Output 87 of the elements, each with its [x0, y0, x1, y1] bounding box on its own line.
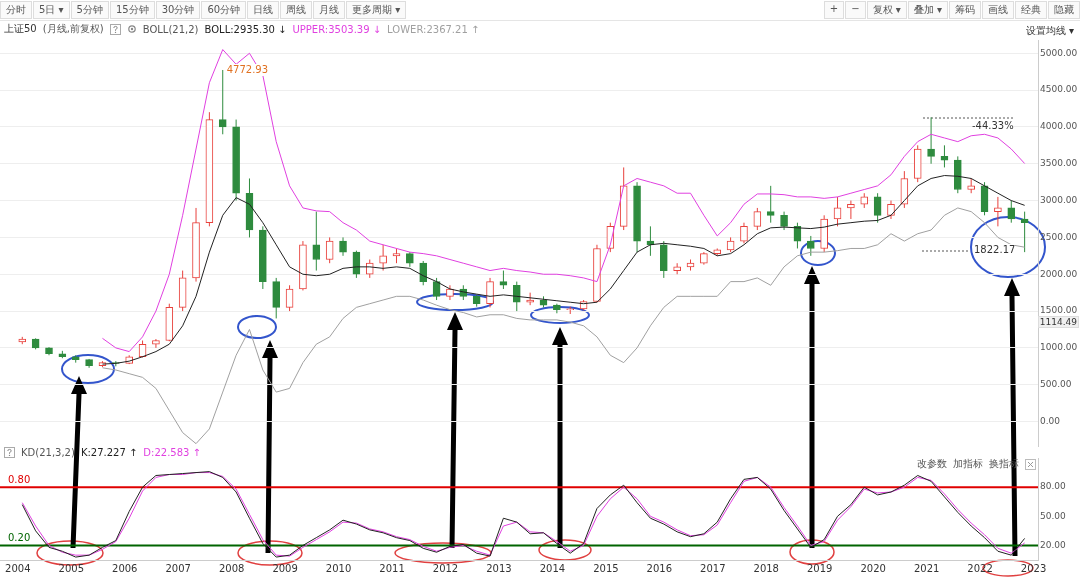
text: 日线 [247, 1, 280, 19]
candlestick [806, 235, 815, 257]
text: BOLL:2935.30 ↓ [204, 23, 287, 35]
x-tick-label: 2014 [539, 562, 566, 574]
y-tick-label: 1000.00 [1040, 342, 1078, 353]
y-tick-label: 20.00 [1040, 539, 1067, 550]
x-tick-label: 2017 [700, 562, 726, 574]
candlestick [419, 260, 428, 286]
y-tick-label: 500.00 [1040, 379, 1072, 390]
candlestick [766, 185, 775, 224]
text: 叠加 ▾ [907, 1, 948, 19]
text: 1114.49 [1037, 316, 1079, 328]
text: 隐藏 [1048, 1, 1080, 19]
text: − [845, 1, 866, 19]
x-tick-label: 2012 [432, 562, 459, 574]
candlestick [887, 200, 895, 220]
candlestick [312, 211, 321, 272]
candlestick [218, 69, 227, 135]
annotation: 加指标 [953, 457, 983, 471]
x-tick-label: 2009 [272, 562, 298, 574]
text: K:27.227 ↑ [80, 447, 138, 458]
y-tick-label: 80.00 [1040, 481, 1067, 492]
y-tick-label: 5000.00 [1040, 47, 1078, 58]
candlestick [847, 200, 855, 220]
y-tick-label: 2000.00 [1040, 268, 1078, 279]
annotation: 改参数 [917, 457, 947, 471]
y-tick-label: 4500.00 [1040, 84, 1078, 95]
text: 复权 ▾ [866, 1, 907, 19]
y-tick-label: 3000.00 [1040, 194, 1078, 205]
text: 30分钟 [155, 1, 201, 19]
candlestick [994, 196, 1002, 227]
candlestick [753, 207, 762, 231]
chart-subtitle: (月线,前复权) [42, 22, 104, 36]
x-tick-label: 2005 [58, 562, 85, 574]
series-label: D:22.583 ↑ [143, 447, 201, 458]
x-tick-label: 2015 [593, 562, 619, 574]
x-tick-label: 2016 [646, 562, 673, 574]
chart-title: 上证50 [4, 22, 37, 36]
text: 分时 [0, 1, 32, 19]
legend-title: KD(21,3,2) [21, 447, 75, 458]
x-tick-label: 2013 [486, 562, 512, 574]
annotation: 4772.93 [226, 63, 269, 75]
text: 设置均线 ▾ [1025, 24, 1074, 38]
annotation: 0.20 [8, 532, 31, 544]
candlestick [499, 270, 508, 290]
candlestick [379, 244, 387, 272]
text: LOWER:2367.21 ↑ [387, 23, 480, 35]
candlestick [339, 236, 347, 257]
x-tick-label: 2007 [165, 562, 191, 574]
x-tick-label: 2006 [112, 562, 138, 574]
text: UPPER:3503.39 ↓ [292, 23, 382, 35]
y-tick-label: 3500.00 [1040, 158, 1078, 169]
annotation: -44.33% [972, 120, 1014, 131]
candlestick [486, 277, 494, 308]
x-tick-label: 2021 [913, 562, 940, 574]
x-tick-label: 2011 [379, 562, 405, 574]
y-tick-label: 50.00 [1040, 510, 1067, 521]
candlestick [740, 222, 748, 244]
candlestick [526, 292, 534, 306]
candlestick [1007, 200, 1016, 224]
y-tick-label: 4000.00 [1040, 121, 1078, 132]
x-tick-label: 2008 [218, 562, 245, 574]
x-tick-label: 2019 [806, 562, 833, 574]
x-tick-label: 2010 [325, 562, 352, 574]
text: 5分钟 [70, 1, 109, 19]
y-tick-label: 0.00 [1040, 415, 1061, 426]
x-tick-label: 2004 [5, 562, 31, 574]
text: 画线 [982, 1, 1014, 19]
text: 5日 ▾ [33, 1, 70, 19]
text: 筹码 [949, 1, 981, 19]
candlestick [927, 116, 935, 165]
legend-title: BOLL(21,2) [142, 23, 199, 35]
x-tick-label: 2020 [860, 562, 886, 574]
text: 经典 [1015, 1, 1047, 19]
text: 60分钟 [201, 1, 247, 19]
annotation: 换指标 [989, 457, 1019, 471]
text: 周线 [280, 1, 313, 19]
candlestick [780, 211, 788, 231]
x-tick-label: 2018 [753, 562, 779, 574]
text: 15分钟 [109, 1, 155, 19]
annotation: 1822.17 [974, 244, 1016, 255]
text: 月线 [313, 1, 346, 19]
candlestick [512, 281, 521, 312]
text: 更多周期 ▾ [346, 1, 407, 19]
y-tick-label: 1500.00 [1040, 305, 1078, 316]
text: + [823, 1, 845, 19]
annotation: 0.80 [8, 473, 31, 485]
